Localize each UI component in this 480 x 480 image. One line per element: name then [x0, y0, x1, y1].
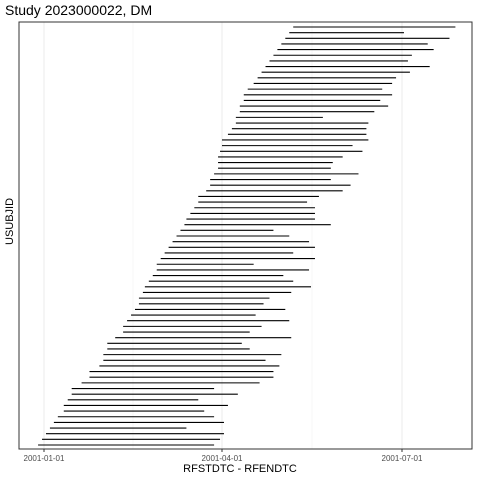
- segments-layer: [38, 26, 456, 446]
- x-tick-label: 2001-01-01: [24, 454, 65, 463]
- chart-title: Study 2023000022, DM: [5, 2, 153, 18]
- x-axis-label: RFSTDTC - RFENDTC: [183, 463, 297, 475]
- panel-border: [18, 21, 473, 450]
- x-tick-label: 2001-07-01: [382, 454, 423, 463]
- x-tick-label: 2001-04-01: [202, 454, 243, 463]
- x-axis: 2001-01-01 2001-04-01 2001-07-01: [24, 449, 423, 463]
- grid: [43, 22, 403, 449]
